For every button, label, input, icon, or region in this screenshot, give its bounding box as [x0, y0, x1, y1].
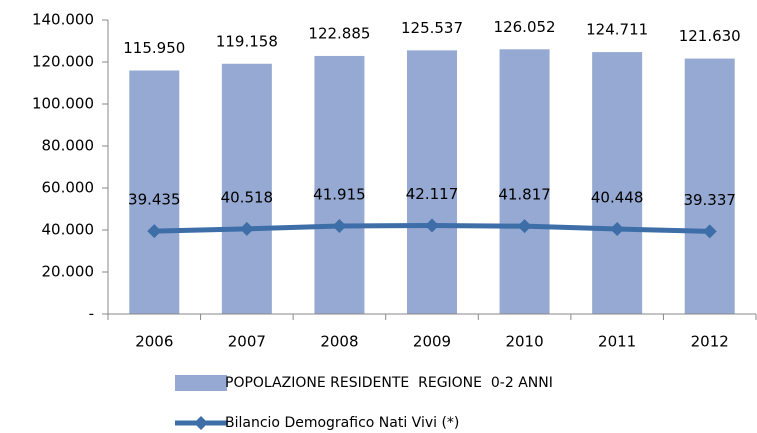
data-label: 41.817: [498, 186, 551, 204]
data-label: 41.915: [313, 185, 366, 203]
bar: [314, 55, 365, 315]
y-tick-label: 140.000: [32, 11, 94, 29]
marker: [517, 219, 532, 234]
x-tick-label: 2011: [598, 333, 636, 351]
legend-label: Bilancio Demografico Nati Vivi (*): [225, 415, 459, 431]
data-label: 39.337: [683, 191, 736, 209]
legend-swatch: [175, 375, 227, 391]
bar: [407, 50, 457, 314]
data-label: 39.435: [128, 191, 181, 209]
bar: [499, 49, 550, 314]
data-label: 115.950: [123, 39, 185, 57]
data-label: 42.117: [406, 185, 459, 203]
marker: [239, 221, 254, 236]
y-tick-label: -: [89, 305, 94, 323]
x-tick-label: 2008: [320, 333, 358, 351]
marker: [610, 222, 625, 237]
bar: [129, 70, 180, 314]
bar: [592, 52, 643, 314]
marker: [147, 224, 162, 239]
bar: [221, 63, 272, 314]
y-tick-label: 80.000: [42, 137, 95, 155]
x-tick-label: 2007: [228, 333, 266, 351]
x-tick-label: 2006: [135, 333, 173, 351]
x-tick-label: 2009: [413, 333, 451, 351]
y-tick-label: 40.000: [42, 221, 95, 239]
data-label: 124.711: [586, 21, 648, 39]
data-label: 122.885: [308, 24, 370, 42]
y-tick-label: 20.000: [42, 263, 95, 281]
data-label: 121.630: [679, 27, 741, 45]
marker: [425, 218, 439, 233]
data-label: 119.158: [216, 32, 278, 50]
y-tick-label: 120.000: [32, 53, 94, 71]
data-label: 125.537: [401, 19, 463, 37]
legend-label: POPOLAZIONE RESIDENTE REGIONE 0-2 ANNI: [225, 375, 553, 391]
data-label: 126.052: [494, 18, 556, 36]
y-tick-label: 60.000: [42, 179, 95, 197]
data-label: 40.518: [221, 188, 274, 206]
x-tick-label: 2012: [691, 333, 729, 351]
marker: [702, 224, 717, 239]
data-label: 40.448: [591, 189, 644, 207]
y-tick-label: 100.000: [32, 95, 94, 113]
marker: [332, 218, 347, 233]
legend-marker: [194, 416, 208, 430]
bar: [684, 58, 735, 315]
x-tick-label: 2010: [505, 333, 543, 351]
